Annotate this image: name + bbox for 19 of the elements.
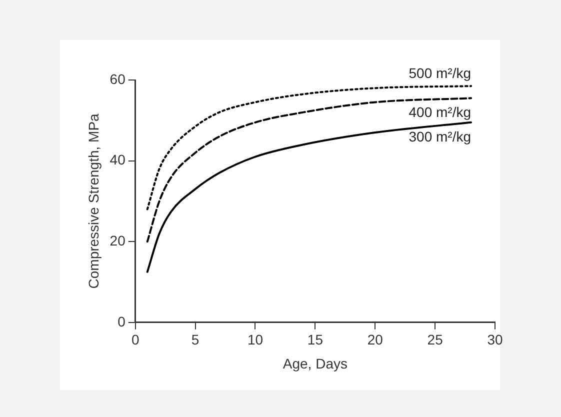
y-axis-title: Compressive Strength, MPa — [85, 113, 102, 289]
y-tick-label: 20 — [110, 232, 126, 248]
line-series — [146, 121, 472, 273]
y-tick-label: 0 — [118, 313, 126, 330]
x-axis-title: Age, Days — [282, 355, 348, 372]
x-tick-label: 5 — [191, 332, 200, 348]
series-label: 500 m²/kg — [408, 64, 472, 81]
series-label: 300 m²/kg — [408, 128, 472, 144]
line-series — [146, 85, 472, 210]
x-tick-label: 15 — [307, 332, 324, 348]
x-tick-label: 20 — [367, 332, 384, 348]
x-tick-label: 10 — [247, 332, 264, 348]
series-label: 400 m²/kg — [408, 104, 472, 120]
y-tick-label: 60 — [110, 70, 126, 87]
x-tick-label: 0 — [131, 332, 140, 348]
x-tick-label: 25 — [427, 332, 444, 348]
line-series — [146, 97, 472, 243]
y-tick-label: 40 — [110, 152, 126, 168]
x-tick-label: 30 — [487, 332, 503, 348]
